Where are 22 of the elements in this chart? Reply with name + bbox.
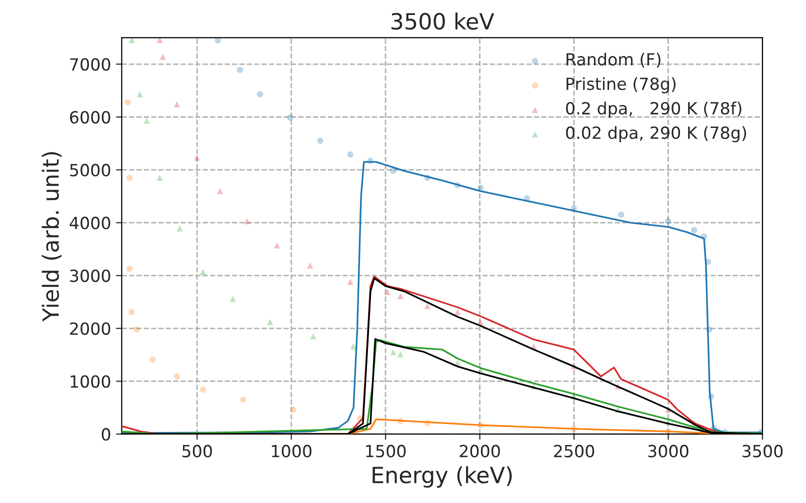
x-tick-label: 3000 [648,444,688,458]
x-tick-label: 1000 [272,444,312,458]
x-tick-label: 2500 [554,444,594,458]
x-tick-label: 1500 [366,444,406,458]
y-tick-label: 5000 [70,164,110,176]
y-tick-label: 1000 [70,375,110,388]
y-tick-label: 7000 [70,58,110,71]
x-tick-label: 500 [182,444,212,458]
legend-label: 0.02 dpa, 290 K (78g) [566,126,746,142]
chart-title: 3500 keV [392,12,494,30]
y-tick-label: 0 [102,428,110,441]
legend-label: Pristine (78g) [566,77,676,94]
y-axis-title: Yield (arb. unit) [42,152,62,322]
x-tick-label: 3500 [742,444,783,458]
legend-label: Random (F) [566,52,660,68]
y-tick-label: 3000 [70,270,110,282]
x-tick-label: 2000 [460,444,500,458]
y-tick-label: 4000 [70,216,110,230]
legend-label: 0.2 dpa, 290 K (78f) [566,102,742,118]
x-axis-title: Energy (keV) [372,466,512,488]
y-tick-label: 6000 [70,110,110,124]
y-tick-label: 2000 [70,322,110,335]
